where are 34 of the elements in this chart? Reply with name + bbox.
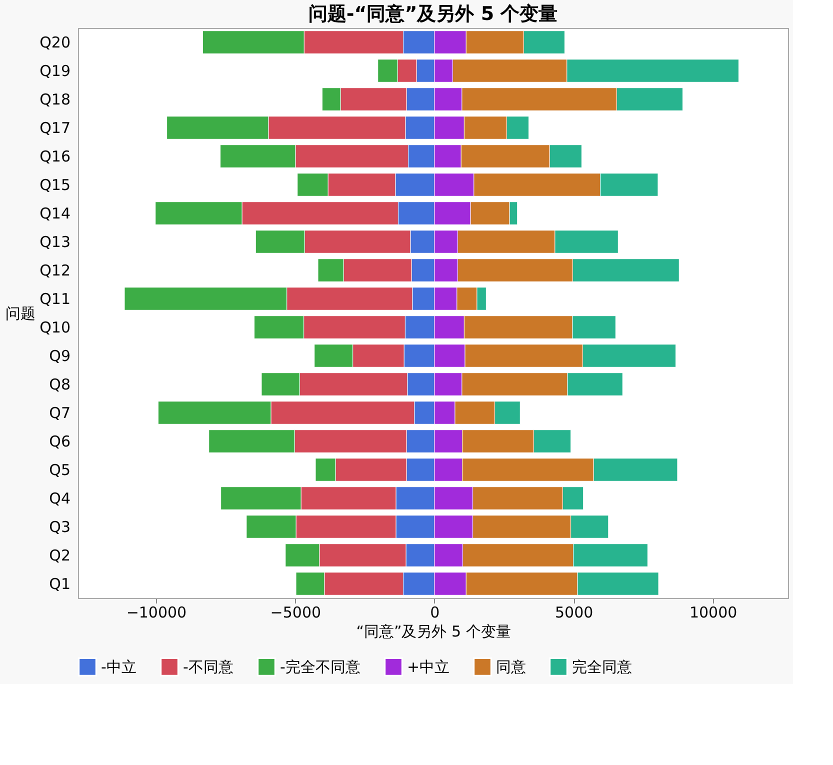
y-tick-label: Q9 xyxy=(49,346,70,365)
legend-label: 同意 xyxy=(496,658,526,676)
y-tick-label: Q17 xyxy=(40,118,70,137)
legend-label: -完全不同意 xyxy=(280,658,360,676)
y-tick-label: Q20 xyxy=(40,33,70,52)
y-tick-label: Q5 xyxy=(49,460,70,479)
y-tick-label: Q8 xyxy=(49,375,70,394)
y-tick-label: Q3 xyxy=(49,518,70,536)
y-tick-label: Q2 xyxy=(49,546,70,564)
legend-label: -不同意 xyxy=(183,658,234,676)
y-tick-label: Q19 xyxy=(40,62,70,80)
y-tick-label: Q4 xyxy=(49,489,70,508)
x-axis-title: “同意”及另外 5 个变量 xyxy=(356,622,511,640)
x-tick-label: −5000 xyxy=(270,604,322,622)
y-tick-label: Q1 xyxy=(49,574,70,593)
x-tick-label: 0 xyxy=(430,604,440,622)
y-tick-label: Q12 xyxy=(40,261,70,280)
legend-label: -中立 xyxy=(101,658,136,676)
y-tick-label: Q14 xyxy=(40,204,70,222)
y-tick-label: Q15 xyxy=(40,176,70,194)
x-tick-label: 5000 xyxy=(555,604,594,622)
x-tick-label: 10000 xyxy=(689,604,738,622)
x-tick-label: −10000 xyxy=(126,604,187,622)
y-axis-title: 问题 xyxy=(6,304,36,322)
legend-label: 完全同意 xyxy=(572,658,632,676)
y-tick-label: Q11 xyxy=(40,290,70,308)
y-tick-label: Q16 xyxy=(40,147,70,166)
y-tick-label: Q10 xyxy=(40,318,70,336)
y-tick-label: Q13 xyxy=(40,232,70,251)
legend-label: +中立 xyxy=(407,658,450,676)
y-tick-label: Q18 xyxy=(40,90,70,108)
y-tick-label: Q6 xyxy=(49,432,70,450)
chart-title: 问题-“同意”及另外 5 个变量 xyxy=(308,3,558,25)
y-tick-label: Q7 xyxy=(49,404,70,422)
